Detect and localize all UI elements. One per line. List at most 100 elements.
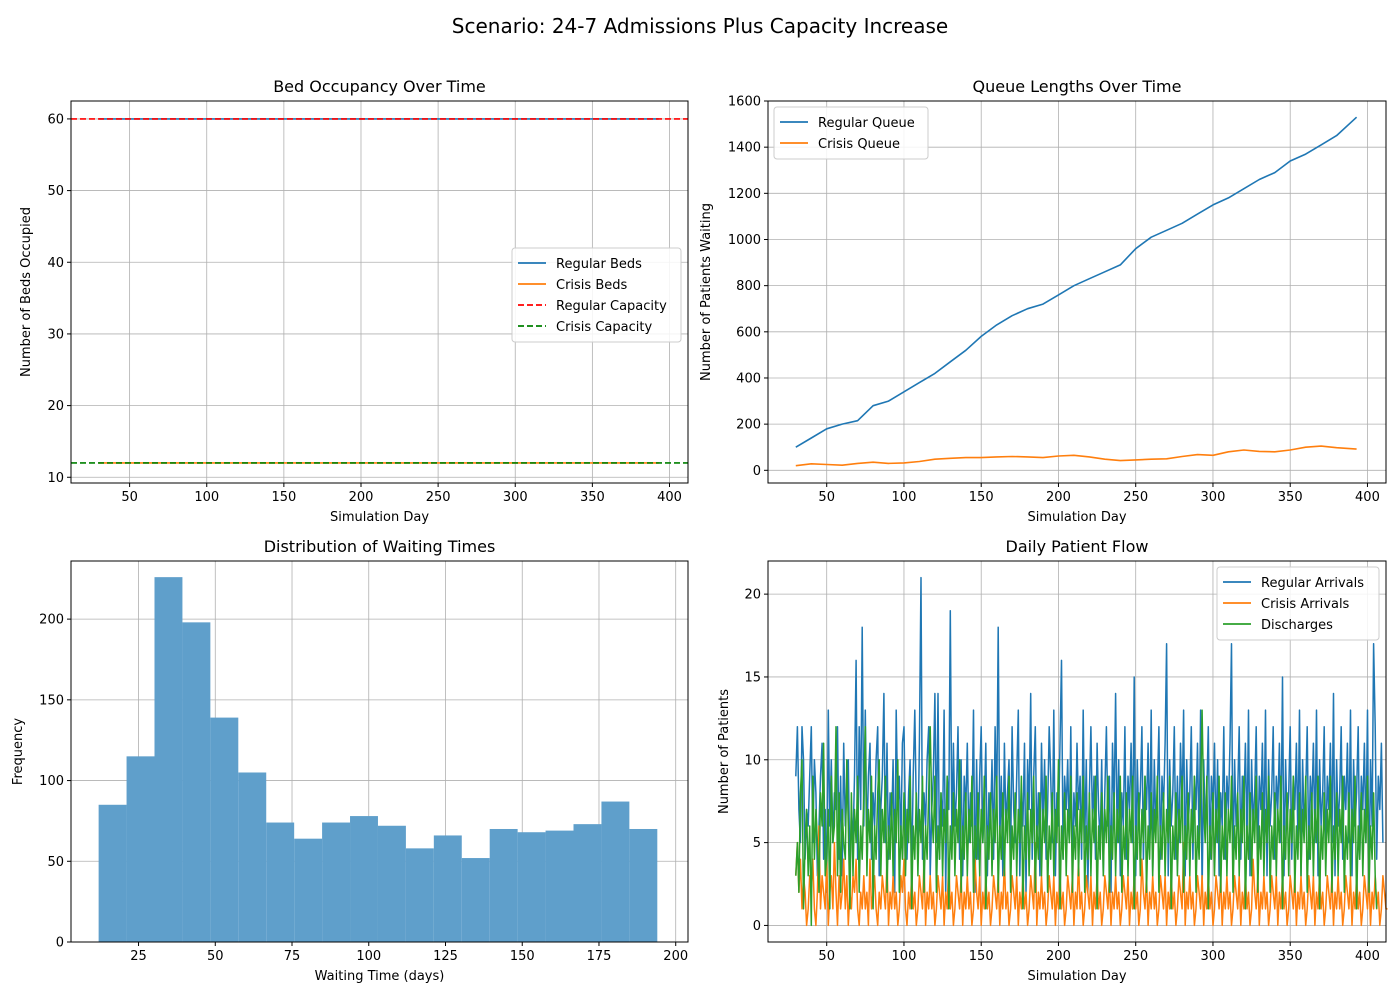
x-tick-label: 250 [1123,490,1148,505]
y-tick-label: 0 [753,464,761,479]
x-tick-label: 125 [433,949,458,964]
y-tick-label: 100 [39,774,64,789]
y-tick-label: 40 [47,256,64,271]
x-tick-label: 200 [349,490,374,505]
histogram-bar [545,830,574,942]
x-tick-label: 400 [1355,490,1380,505]
histogram-bar [573,824,602,942]
y-tick-label: 20 [744,588,761,603]
histogram-bar [126,756,155,942]
histogram-bar [461,858,490,942]
x-tick-label: 150 [271,490,296,505]
legend-box [1216,566,1380,641]
histogram-bar [377,825,406,942]
x-tick-label: 350 [580,490,605,505]
legend: Regular Beds Crisis Beds Regular Capacity C… [511,247,682,343]
y-tick-label: 0 [753,919,761,934]
y-tick-label: 10 [744,753,761,768]
x-tick-label: 150 [510,949,535,964]
x-tick-label: 400 [657,490,682,505]
ticks: 50 100 150 200 250 300 350 400 0 5 10 15 20 [744,588,1379,964]
x-tick-label: 25 [130,949,147,964]
histogram-bar [517,832,546,942]
x-axis-label: Simulation Day [1027,510,1126,525]
axes-frame [70,100,689,484]
legend-label: Regular Capacity [556,299,667,314]
chart-title: Daily Patient Flow [1006,537,1149,556]
x-tick-label: 50 [818,490,835,505]
legend-label: Crisis Queue [818,137,900,152]
y-tick-label: 5 [753,836,761,851]
series-discharges [795,709,1378,927]
legend-box [511,247,682,343]
histogram-bar [601,801,630,942]
legend-label: Crisis Capacity [556,320,652,335]
legend: Regular Queue Crisis Queue [773,106,929,160]
axes-frame [767,100,1387,484]
y-axis-label: Number of Patients [717,689,732,814]
histogram-bar [294,838,323,942]
legend-label: Regular Arrivals [1261,576,1364,591]
y-tick-label: 400 [736,371,761,386]
x-tick-label: 150 [969,949,994,964]
ticks: 50 100 150 200 250 300 350 400 10 20 30 40 50 60 [47,112,681,505]
legend-label: Discharges [1261,618,1333,633]
legend-label: Regular Beds [556,257,642,272]
x-tick-label: 300 [1201,490,1226,505]
histogram-bar [98,804,127,942]
chart-queue-lengths: 50 100 150 200 250 300 350 400 0 200 400 600 800 1000… [699,77,1387,525]
x-axis-label: Simulation Day [1027,969,1126,984]
histogram-bar [322,822,351,942]
chart-bed-occupancy: 50 100 150 200 250 300 350 400 10 20 30 40 50 60 Bed O… [19,77,689,525]
histogram-bar [182,622,211,942]
x-tick-label: 400 [1355,949,1380,964]
x-tick-label: 350 [1278,949,1303,964]
y-tick-label: 600 [736,325,761,340]
x-tick-label: 100 [892,949,917,964]
chart-title: Distribution of Waiting Times [264,537,496,556]
x-tick-label: 200 [1046,490,1071,505]
histogram-bar [266,822,295,942]
axes-frame [767,560,1387,943]
y-tick-label: 60 [47,112,64,127]
y-axis-label: Number of Beds Occupied [19,207,34,377]
y-tick-label: 1400 [728,141,761,156]
ticks: 25 50 75 100 125 150 175 200 0 50 100 150 200 [39,613,688,964]
x-tick-label: 175 [587,949,612,964]
y-tick-label: 15 [744,670,761,685]
y-tick-label: 200 [39,613,64,628]
x-axis-label: Simulation Day [330,510,429,525]
figure-title: Scenario: 24-7 Admissions Plus Capacity … [451,14,949,38]
legend-label: Regular Queue [818,116,915,131]
legend-label: Crisis Beds [556,278,627,293]
x-tick-label: 250 [426,490,451,505]
histogram-bar [405,848,434,942]
x-tick-label: 150 [969,490,994,505]
x-axis-label: Waiting Time (days) [315,969,445,984]
histogram-bar [350,816,378,942]
histogram-bar [433,835,462,942]
y-tick-label: 200 [736,418,761,433]
y-tick-label: 0 [56,936,64,951]
y-tick-label: 1200 [728,187,761,202]
x-tick-label: 350 [1278,490,1303,505]
x-tick-label: 50 [121,490,138,505]
x-tick-label: 50 [818,949,835,964]
y-axis-label: Frequency [11,718,26,785]
x-tick-label: 300 [1201,949,1226,964]
histogram-bar [629,828,658,942]
x-tick-label: 100 [892,490,917,505]
y-tick-label: 50 [47,184,64,199]
x-tick-label: 200 [663,949,688,964]
y-tick-label: 150 [39,693,64,708]
x-tick-label: 100 [194,490,219,505]
chart-patient-flow: 50 100 150 200 250 300 350 400 0 5 10 15 20 Daily Pat… [717,537,1388,984]
series-crisis-queue [795,445,1357,467]
x-tick-label: 100 [356,949,381,964]
y-axis-label: Number of Patients Waiting [699,203,714,381]
legend-label: Crisis Arrivals [1261,597,1350,612]
y-tick-label: 800 [736,279,761,294]
chart-title: Bed Occupancy Over Time [273,77,486,96]
x-tick-label: 250 [1123,949,1148,964]
